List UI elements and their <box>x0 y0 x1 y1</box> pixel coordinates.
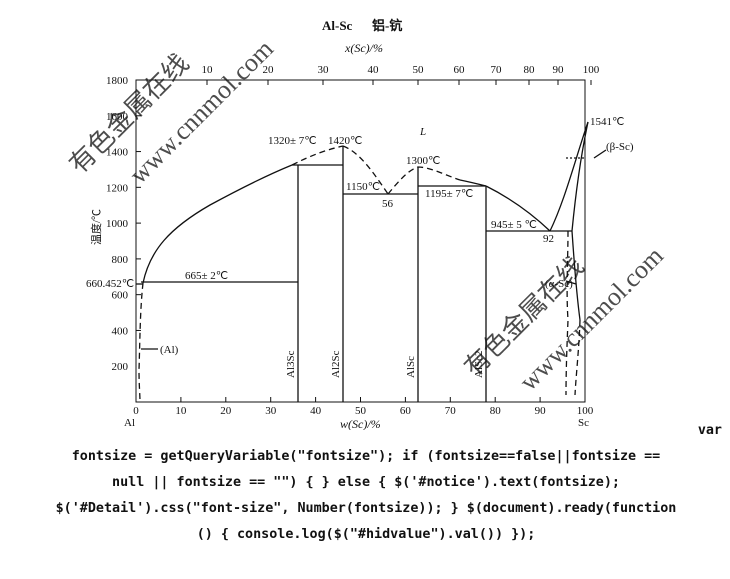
diagram-title: Al-Sc <box>322 18 353 33</box>
bottom-tick-label: 70 <box>445 405 457 417</box>
code-line-3: null || fontsize == "") { } else { $('#n… <box>112 475 620 490</box>
label-eutectic-1150: 1150℃ <box>346 181 380 193</box>
page-script-text: var fontsize = getQueryVariable("fontsiz… <box>10 418 722 548</box>
code-line-5: () { console.log($("#hidvalue").val()) }… <box>196 527 536 542</box>
bottom-tick-label: 40 <box>310 405 322 417</box>
label-peritectic-1320: 1320± 7℃ <box>268 135 317 147</box>
al-sc-phase-diagram: 有色金属在线 www.cnnmol.com 有色金属在线 www.cnnmol.… <box>64 18 669 430</box>
watermark-top-left: 有色金属在线 www.cnnmol.com <box>64 34 279 189</box>
y-tick-label: 1600 <box>106 111 129 123</box>
label-alsc: AlSc <box>405 356 417 378</box>
label-max-1300: 1300℃ <box>406 155 440 167</box>
top-axis-atomic-percent: 10 20 30 40 50 60 70 80 90 100 <box>202 64 600 85</box>
y-tick-label: 600 <box>112 290 129 302</box>
y-tick-label: 1200 <box>106 182 129 194</box>
code-line-1: var <box>697 423 722 438</box>
y-tick-label: 1000 <box>106 218 129 230</box>
diagram-title-cn: 铝-钪 <box>372 18 402 33</box>
y-axis-title: 温度/℃ <box>89 209 103 245</box>
y-tick-label: 1800 <box>106 75 129 87</box>
y-tick-label: 200 <box>112 361 129 373</box>
label-al3sc: Al3Sc <box>285 350 297 378</box>
bottom-tick-label: 100 <box>577 405 594 417</box>
watermark-bottom-right: 有色金属在线 www.cnnmol.com <box>459 241 669 396</box>
alpha-sc-boundary <box>571 230 581 321</box>
top-tick-label: 30 <box>318 64 330 76</box>
bottom-tick-label: 10 <box>175 405 187 417</box>
code-line-4: $('#Detail').css("font-size", Number(fon… <box>55 501 677 516</box>
liquidus-dashed-2 <box>342 145 389 195</box>
alpha-leader <box>565 280 577 285</box>
liquidus-to-eutectic-92 <box>485 185 551 232</box>
top-tick-label: 10 <box>202 64 214 76</box>
y-tick-label: 1400 <box>106 147 129 159</box>
alpha-sc-left-dashed <box>565 230 569 396</box>
top-axis-title: x(Sc)/% <box>344 41 383 55</box>
y-tick-label: 800 <box>112 254 129 266</box>
bottom-axis-weight-percent: 10 20 30 40 50 60 70 80 90 100 <box>175 397 594 417</box>
code-line-2: fontsize = getQueryVariable("fontsize");… <box>71 449 661 464</box>
liquidus-sc-side <box>549 121 589 232</box>
top-tick-label: 40 <box>368 64 380 76</box>
top-tick-label: 60 <box>454 64 466 76</box>
al-element-label: Al <box>124 417 135 429</box>
sc-element-label: Sc <box>578 417 589 429</box>
top-tick-label: 50 <box>413 64 425 76</box>
label-comp-56: 56 <box>382 198 394 210</box>
bottom-tick-label: 30 <box>265 405 277 417</box>
label-sc-melt: 1541℃ <box>590 116 624 128</box>
bottom-tick-label: 20 <box>220 405 232 417</box>
watermark-cn-1: 有色金属在线 <box>64 48 195 179</box>
label-max-1420: 1420℃ <box>328 135 362 147</box>
bottom-tick-label: 90 <box>535 405 547 417</box>
alpha-sc-dashed <box>574 319 581 396</box>
y-tick-label: 400 <box>112 325 129 337</box>
liquidus-dashed-1 <box>291 145 344 166</box>
liquidus-solid-mid <box>459 179 487 187</box>
y-axis-ticks: 400 600 800 1000 1200 1400 1600 1800 <box>106 75 141 337</box>
top-tick-label: 20 <box>263 64 275 76</box>
bottom-tick-label: 60 <box>400 405 412 417</box>
label-alpha-sc: (α-Sc) <box>545 278 573 290</box>
label-alsc2: AlSc2 <box>473 351 485 379</box>
label-al2sc: Al2Sc <box>330 350 342 378</box>
label-beta-sc: (β-Sc) <box>606 141 634 153</box>
top-tick-label: 90 <box>553 64 565 76</box>
liquidus-al-side <box>142 164 293 284</box>
label-eutectic-665: 665± 2℃ <box>185 270 228 282</box>
label-eutectic-945: 945± 5 ℃ <box>491 219 537 231</box>
bottom-tick-label: 80 <box>490 405 502 417</box>
label-al-melt: 660.452℃ <box>86 278 134 290</box>
al-solvus <box>138 282 144 403</box>
bottom-axis-title: w(Sc)/% <box>340 417 381 430</box>
temperature-axis: 200 <box>112 361 129 373</box>
bottom-zero-tick: 0 <box>133 405 139 417</box>
label-comp-92: 92 <box>543 233 554 245</box>
top-tick-label: 70 <box>491 64 503 76</box>
label-liquid: L <box>419 126 426 138</box>
bottom-tick-label: 50 <box>355 405 367 417</box>
label-al-phase: (Al) <box>160 344 179 356</box>
phase-boundaries <box>136 121 607 403</box>
beta-leader <box>593 149 607 159</box>
top-tick-label: 100 <box>583 64 600 76</box>
solidus-sc <box>571 121 589 232</box>
top-tick-label: 80 <box>524 64 536 76</box>
label-peritectic-1195: 1195± 7℃ <box>425 188 473 200</box>
